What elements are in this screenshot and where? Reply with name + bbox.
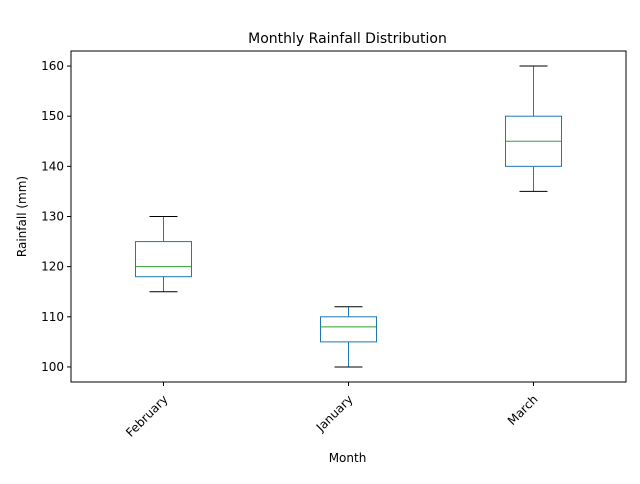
box-january [320, 316, 377, 343]
x-tick-label-february: February [123, 392, 171, 440]
y-tick-label: 150 [41, 109, 64, 123]
y-tick-label: 140 [41, 159, 64, 173]
x-tick-label-march: March [505, 392, 541, 428]
x-axis-label: Month [329, 451, 367, 465]
y-tick-label: 100 [41, 360, 64, 374]
y-tick-label: 110 [41, 310, 64, 324]
chart-title: Monthly Rainfall Distribution [248, 31, 447, 47]
plot-area: 100 110 120 130 140 150 160 February January Marc… [41, 50, 627, 440]
x-tick-label-january: January [313, 392, 356, 435]
box-february [135, 241, 192, 278]
y-tick-label: 160 [41, 59, 64, 73]
y-axis-label: Rainfall (mm) [15, 176, 29, 257]
y-tick-label: 130 [41, 210, 64, 224]
y-tick-label: 120 [41, 260, 64, 274]
